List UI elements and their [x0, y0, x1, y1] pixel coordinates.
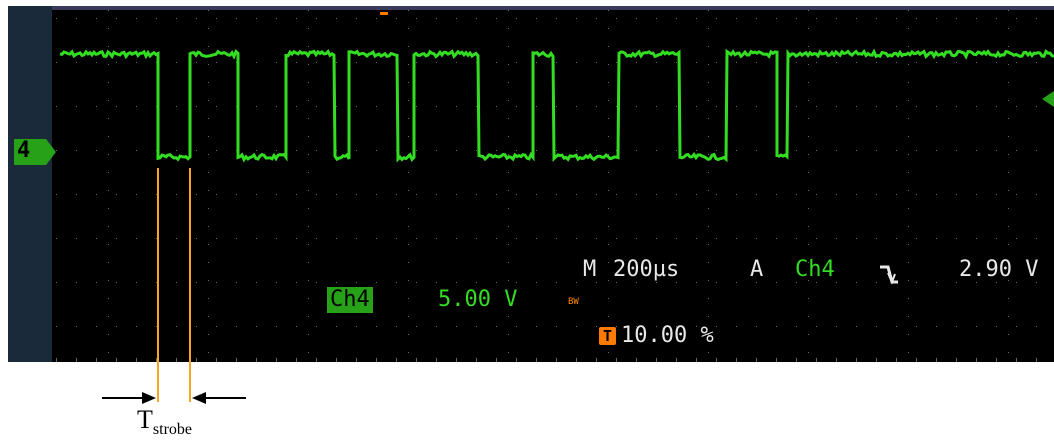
trigger-level-marker-icon[interactable] [1030, 86, 1054, 112]
timebase-value: 200µs [613, 257, 680, 282]
falling-edge-icon [880, 265, 898, 285]
trigger-position-icon: T [599, 327, 616, 345]
bandwidth-limit-label: BW [568, 297, 579, 307]
right-arrow-icon [102, 392, 156, 404]
left-arrow-icon [192, 392, 246, 404]
channel-4-marker[interactable] [14, 137, 58, 167]
timebase-prefix: M [583, 257, 597, 282]
ch4-waveform-trace [59, 48, 1054, 163]
trigger-level: 2.90 V [959, 257, 1039, 282]
channel-4-marker-label: 4 [17, 138, 31, 163]
trigger-position-marker-icon [380, 12, 388, 15]
trigger-mode-prefix: A [750, 257, 764, 282]
t-strobe-label: Tstrobe [137, 405, 192, 438]
oscilloscope-screen: 4 M 200µs A Ch4 2.90 V Ch4 5.00 V BW T 1… [8, 6, 1054, 362]
trigger-source: Ch4 [795, 257, 835, 282]
top-status-bar [52, 6, 1054, 10]
ch4-waveform-path [59, 48, 1054, 163]
bandwidth-limit-indicator: BW [568, 298, 579, 307]
left-margin-band [8, 6, 52, 362]
channel-scale: 5.00 V [438, 287, 518, 312]
channel-label-badge: Ch4 [327, 287, 373, 313]
graticule-grid [56, 10, 1037, 362]
trigger-position-value: 10.00 % [621, 323, 714, 348]
